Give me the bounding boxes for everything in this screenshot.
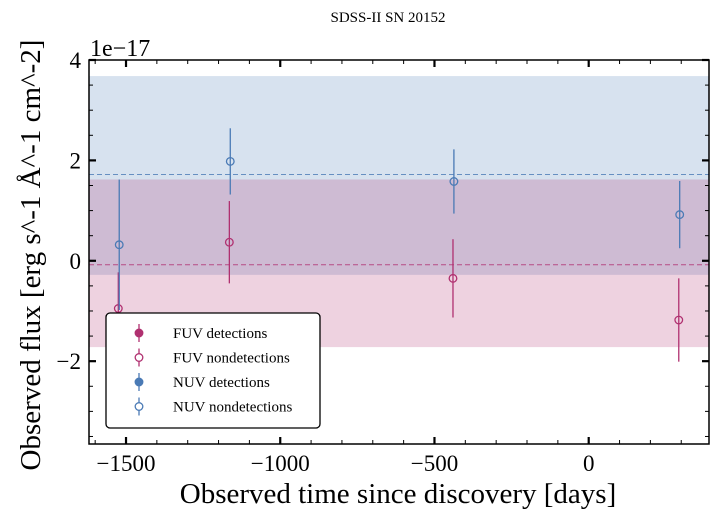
point-fuv-nondetections-3 xyxy=(674,315,684,325)
x-tick-label: 0 xyxy=(583,451,595,476)
legend-marker-fuv-detections xyxy=(134,328,144,338)
x-tick-label: −1000 xyxy=(251,451,310,476)
point-fuv-nondetections-0 xyxy=(113,304,123,313)
point-nuv-nondetections-3 xyxy=(675,210,685,220)
point-nuv-nondetections-2 xyxy=(449,177,459,186)
legend: FUV detections FUV nondetections NUV detec… xyxy=(105,312,321,429)
legend-marker-fuv-nondetections xyxy=(134,353,144,362)
x-tick-label: −500 xyxy=(411,451,458,476)
point-nuv-nondetections-1 xyxy=(225,156,235,166)
y-axis-label: Observed flux [erg s^-1 Å^-1 cm^-2] xyxy=(15,40,47,471)
y-tick-label: 0 xyxy=(70,249,82,274)
legend-label-fuv-nondetections: FUV nondetections xyxy=(173,351,290,367)
x-tick-label: −1500 xyxy=(97,451,156,476)
point-fuv-nondetections-2 xyxy=(448,273,458,283)
x-axis-label: Observed time since discovery [days] xyxy=(180,478,616,510)
point-nuv-nondetections-0 xyxy=(114,240,124,250)
plot-area: −1500 −1000 −500 0 −2 0 2 4 xyxy=(57,48,710,476)
legend-marker-nuv-detections xyxy=(134,377,144,387)
legend-box xyxy=(105,312,321,429)
y-tick-label: 2 xyxy=(70,148,82,173)
point-fuv-nondetections-1 xyxy=(224,237,234,247)
legend-label-fuv-detections: FUV detections xyxy=(173,326,267,342)
y-tick-label: −2 xyxy=(57,349,81,374)
legend-marker-nuv-nondetections xyxy=(134,402,144,411)
chart-title: SDSS-II SN 20152 xyxy=(330,10,445,26)
y-offset-label: 1e−17 xyxy=(90,36,150,62)
legend-label-nuv-detections: NUV detections xyxy=(173,375,270,391)
plot-frame xyxy=(88,59,710,445)
legend-label-nuv-nondetections: NUV nondetections xyxy=(173,400,292,416)
band-nuv xyxy=(89,76,709,275)
y-tick-label: 4 xyxy=(70,48,82,73)
